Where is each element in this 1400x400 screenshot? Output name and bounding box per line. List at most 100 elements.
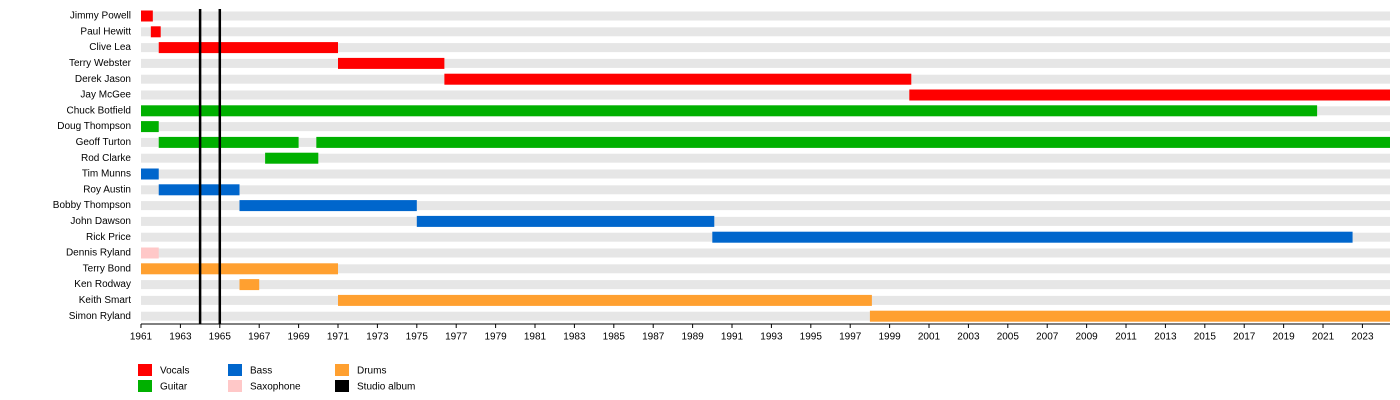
legend-swatch [228,380,242,392]
member-label: Clive Lea [89,42,131,53]
row-band [141,280,1390,290]
member-label: Jimmy Powell [70,11,131,22]
x-tick-label: 1965 [209,332,232,343]
x-tick-label: 1997 [839,332,862,343]
x-tick-label: 2023 [1351,332,1374,343]
x-tick-label: 1975 [406,332,429,343]
x-tick-label: 1989 [681,332,704,343]
member-label: Rod Clarke [81,153,131,164]
row-band [141,11,1390,21]
member-label: Chuck Botfield [67,105,131,116]
member-bar [239,200,417,212]
member-bar [158,136,299,148]
member-bar [141,247,159,259]
member-bar [338,57,445,69]
member-label: Tim Munns [82,169,131,180]
x-tick-label: 1987 [642,332,665,343]
row-band [141,264,1390,274]
legend-swatch [335,364,349,376]
member-bar [239,279,260,291]
member-bar [909,89,1390,101]
member-label: Doug Thompson [57,121,131,132]
member-bar [712,231,1353,243]
member-bar [150,26,161,38]
x-tick-label: 2005 [997,332,1020,343]
member-bar [158,42,339,54]
member-bar [316,136,1391,148]
member-label: Terry Webster [69,58,132,69]
member-bar [869,310,1390,322]
x-tick-label: 2013 [1154,332,1177,343]
member-label: Rick Price [86,232,131,243]
member-label: Derek Jason [75,74,131,85]
x-tick-label: 1999 [878,332,901,343]
member-label: Keith Smart [79,295,131,306]
legend-swatch [138,380,152,392]
x-tick-label: 1991 [721,332,744,343]
row-band [141,169,1390,179]
member-label: John Dawson [70,216,131,227]
member-bar [141,10,153,22]
x-tick-label: 1967 [248,332,271,343]
member-label: Bobby Thompson [53,200,131,211]
x-tick-label: 1979 [484,332,507,343]
row-band [141,216,1390,226]
x-tick-label: 1985 [603,332,626,343]
member-bar [444,73,912,85]
member-bar [141,105,1318,117]
x-tick-label: 2015 [1194,332,1217,343]
x-tick-label: 2021 [1312,332,1335,343]
x-tick-label: 2003 [957,332,980,343]
member-label: Paul Hewitt [80,26,131,37]
x-tick-label: 2011 [1115,332,1137,343]
member-bar [265,152,319,164]
row-band [141,122,1390,132]
legend-label: Guitar [160,382,188,393]
x-tick-label: 1969 [287,332,310,343]
row-band [141,248,1390,258]
x-tick-label: 1993 [760,332,783,343]
member-label: Geoff Turton [76,137,131,148]
x-tick-label: 1973 [366,332,389,343]
legend-label: Vocals [160,366,189,377]
row-band [141,153,1390,163]
legend-label: Drums [357,366,386,377]
member-bar [416,215,715,227]
row-band [141,201,1390,211]
x-tick-label: 2017 [1233,332,1256,343]
member-label: Terry Bond [83,263,131,274]
row-band [141,185,1390,195]
row-band [141,311,1390,321]
row-band [141,43,1390,53]
legend-swatch [335,380,349,392]
member-bar [141,168,159,180]
legend-label: Studio album [357,382,415,393]
legend-swatch [228,364,242,376]
x-tick-label: 2019 [1272,332,1295,343]
member-label: Simon Ryland [69,311,131,322]
x-tick-label: 1963 [169,332,192,343]
member-label: Roy Austin [83,184,131,195]
member-bar [141,121,159,133]
legend-label: Saxophone [250,382,301,393]
x-tick-label: 2009 [1075,332,1098,343]
member-label: Jay McGee [80,90,131,101]
x-tick-label: 2001 [918,332,941,343]
member-label: Ken Rodway [74,279,131,290]
x-tick-label: 1977 [445,332,468,343]
x-tick-label: 2007 [1036,332,1059,343]
legend-swatch [138,364,152,376]
x-tick-label: 1961 [130,332,153,343]
legend-label: Bass [250,366,272,377]
row-band [141,58,1390,68]
member-bar [338,294,872,306]
x-tick-label: 1981 [524,332,547,343]
x-tick-label: 1983 [563,332,586,343]
x-tick-label: 1971 [327,332,350,343]
member-label: Dennis Ryland [66,248,131,259]
row-band [141,90,1390,100]
row-band [141,27,1390,37]
member-bar [141,263,339,275]
x-tick-label: 1995 [800,332,823,343]
